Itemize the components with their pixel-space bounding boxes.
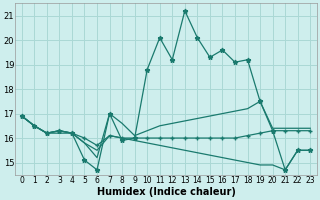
X-axis label: Humidex (Indice chaleur): Humidex (Indice chaleur) <box>97 187 236 197</box>
